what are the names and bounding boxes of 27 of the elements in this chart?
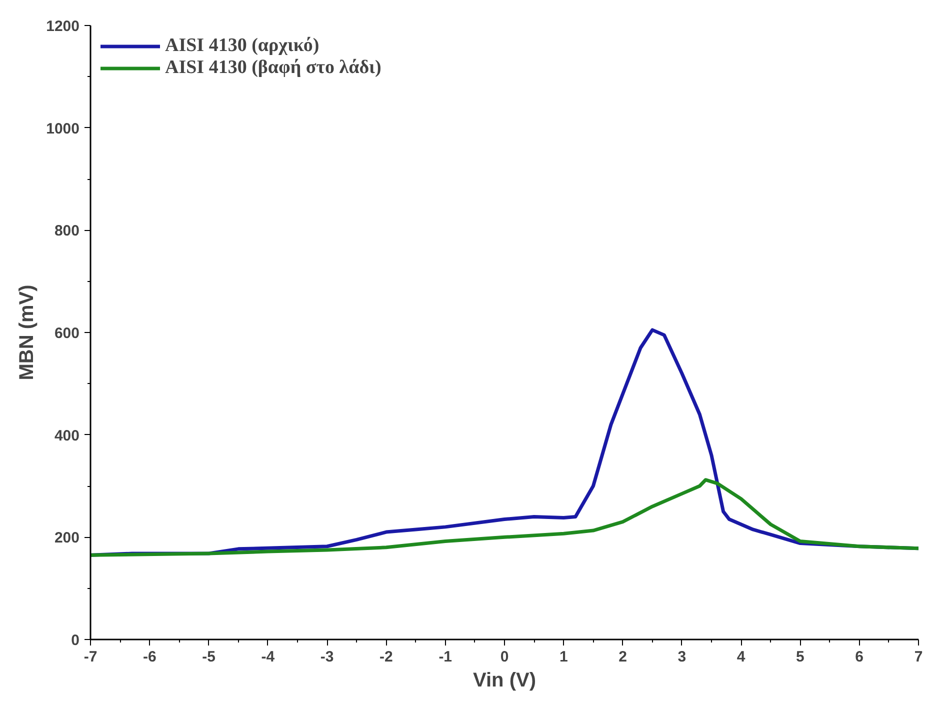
- x-tick-label: 2: [618, 648, 627, 666]
- x-tick-label: -6: [142, 648, 156, 666]
- y-tick-label: 0: [71, 632, 80, 649]
- x-tick-label: 0: [500, 648, 509, 666]
- x-tick-label: 6: [855, 648, 864, 666]
- x-tick-label: -3: [320, 648, 334, 666]
- x-tick-label: 7: [914, 648, 923, 666]
- y-axis-title: MBN (mV): [16, 284, 38, 380]
- x-tick-label: -2: [380, 648, 393, 666]
- x-tick-label: 1: [559, 648, 568, 666]
- y-tick-label: 200: [54, 530, 80, 547]
- y-tick-label: 800: [54, 222, 80, 240]
- x-tick-label: -7: [84, 648, 98, 666]
- x-tick-label: 3: [678, 648, 686, 666]
- y-tick-label: 1000: [46, 120, 80, 138]
- y-tick-label: 600: [54, 325, 80, 342]
- x-tick-label: -1: [438, 648, 452, 666]
- x-tick-label: 5: [796, 648, 804, 666]
- x-axis-title: Vin (V): [473, 670, 536, 692]
- line-series: [90, 478, 918, 557]
- x-tick-label: 4: [736, 648, 746, 666]
- legend-label: AISI 4130 (αρχικό): [165, 35, 320, 57]
- y-tick-label: 1200: [46, 18, 80, 35]
- legend-label: AISI 4130 (βαφή στο λάδι): [165, 57, 382, 79]
- x-tick-label: -5: [202, 648, 216, 666]
- y-tick-label: 400: [54, 427, 80, 444]
- x-tick-label: -4: [261, 648, 276, 666]
